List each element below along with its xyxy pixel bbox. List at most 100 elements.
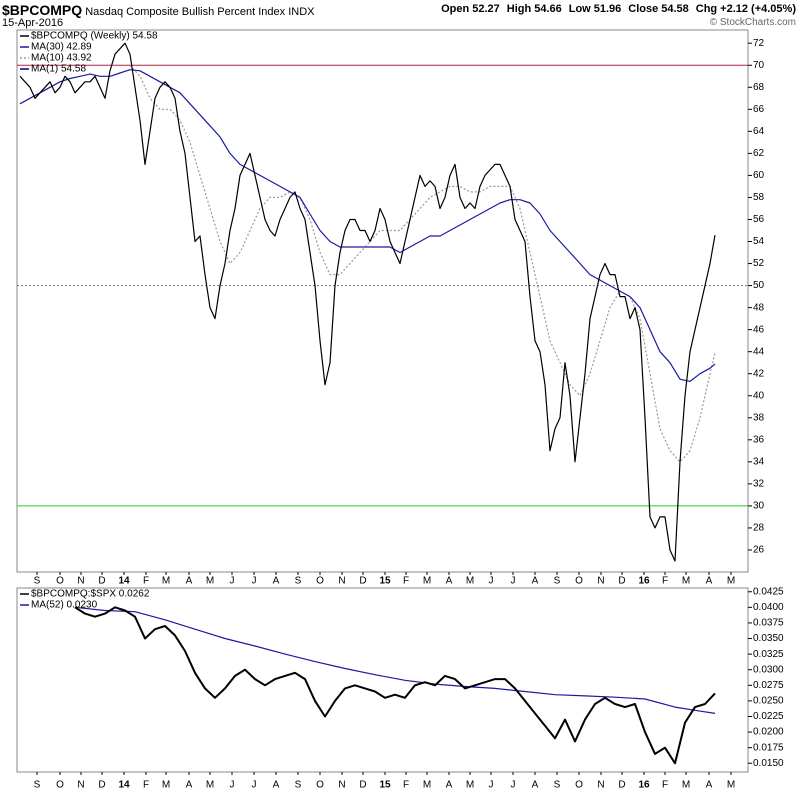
panel-frame [16,587,749,773]
y-tick-label: 54 [753,236,765,247]
x-tick-label: A [706,576,713,587]
x-tick-label: F [662,780,668,791]
y-tick-label: 0.0150 [753,758,784,769]
x-tick-label: J [252,576,257,587]
y-tick-label: 0.0225 [753,711,784,722]
watermark: © StockCharts.com [709,17,796,28]
y-tick-label: 28 [753,523,765,534]
quote-value: 51.96 [593,3,622,15]
x-tick-label: S [34,780,41,791]
x-tick-label: A [186,576,193,587]
x-tick-label: D [359,780,366,791]
x-tick-label: J [230,780,235,791]
x-tick-label: F [143,780,149,791]
y-tick-label: 0.0325 [753,649,784,660]
y-tick-label: 48 [753,302,765,313]
x-tick-label: M [423,576,431,587]
quote-label: Close [628,3,659,15]
x-tick-label: A [186,780,193,791]
x-tick-label: O [316,780,324,791]
x-tick-label: D [618,576,625,587]
legend-label: MA(10) 43.92 [31,53,92,64]
y-tick-label: 0.0250 [753,696,784,707]
y-tick-label: 0.0375 [753,618,784,629]
x-tick-label: J [252,780,257,791]
y-tick-label: 66 [753,104,765,115]
x-tick-label: F [143,576,149,587]
series-group [19,42,716,562]
date: 15-Apr-2016 [2,17,64,29]
x-tick-label: O [575,576,583,587]
y-tick-label: 38 [753,412,765,423]
series-group [74,606,716,765]
y-tick-label: 44 [753,346,765,357]
y-tick-label: 58 [753,192,765,203]
y-tick-label: 42 [753,368,765,379]
x-tick-label: 16 [638,780,650,791]
x-tick-label: F [662,576,668,587]
header: $BPCOMPQ Nasdaq Composite Bullish Percen… [0,0,800,30]
x-tick-label: 14 [118,780,130,791]
legend-label: MA(1) 54.58 [31,64,86,75]
x-tick-label: A [446,780,453,791]
x-tick-label: J [511,780,516,791]
y-tick-label: 30 [753,501,765,512]
chart-title: Nasdaq Composite Bullish Percent Index [85,6,286,18]
x-tick-label: 16 [638,576,650,587]
series-line [74,606,716,714]
x-tick-label: O [56,780,64,791]
x-tick-label: A [532,576,539,587]
panel-frame [16,29,749,573]
x-tick-label: O [316,576,324,587]
x-tick-label: M [682,780,690,791]
x-tick-label: N [338,576,345,587]
quote-label: Open [441,3,470,15]
x-tick-label: D [98,576,105,587]
x-tick-label: M [162,576,170,587]
x-tick-label: M [727,576,735,587]
exchange: INDX [288,6,315,18]
y-tick-label: 32 [753,479,765,490]
x-tick-label: M [206,780,214,791]
x-tick-label: S [34,576,41,587]
legend-label: $BPCOMPQ (Weekly) 54.58 [31,31,158,42]
series-line [74,606,716,765]
symbol: $BPCOMPQ [2,2,83,18]
y-tick-label: 68 [753,82,765,93]
x-tick-label: M [466,780,474,791]
title-line: $BPCOMPQ Nasdaq Composite Bullish Percen… [2,2,314,18]
x-tick-label: J [230,576,235,587]
x-tick-label: M [162,780,170,791]
x-tick-label: F [403,780,409,791]
y-tick-label: 52 [753,258,765,269]
y-tick-label: 40 [753,390,765,401]
x-tick-label: M [466,576,474,587]
quote-value: 54.66 [534,3,562,15]
x-tick-label: M [206,576,214,587]
quote: Open 52.27 High 54.66 Low 51.96 Close 54.58 Chg +… [434,3,796,15]
x-tick-label: M [423,780,431,791]
series-line [19,42,716,562]
x-tick-label: N [77,576,84,587]
y-tick-label: 36 [753,434,765,445]
y-tick-label: 60 [753,170,765,181]
quote-value: 52.27 [472,3,500,15]
y-tick-label: 50 [753,280,765,291]
x-tick-label: D [98,780,105,791]
x-tick-label: S [295,576,302,587]
x-tick-label: A [273,780,280,791]
x-tick-label: O [56,576,64,587]
x-tick-label: N [338,780,345,791]
y-tick-label: 0.0400 [753,602,784,613]
y-tick-label: 0.0275 [753,680,784,691]
x-tick-label: S [554,780,561,791]
x-tick-label: J [489,780,494,791]
x-tick-label: N [597,780,604,791]
quote-value: 54.58 [661,3,689,15]
y-tick-label: 46 [753,324,765,335]
y-tick-label: 62 [753,148,765,159]
quote-label: High [506,3,532,15]
x-tick-label: 14 [118,576,130,587]
y-tick-label: 0.0425 [753,586,784,597]
